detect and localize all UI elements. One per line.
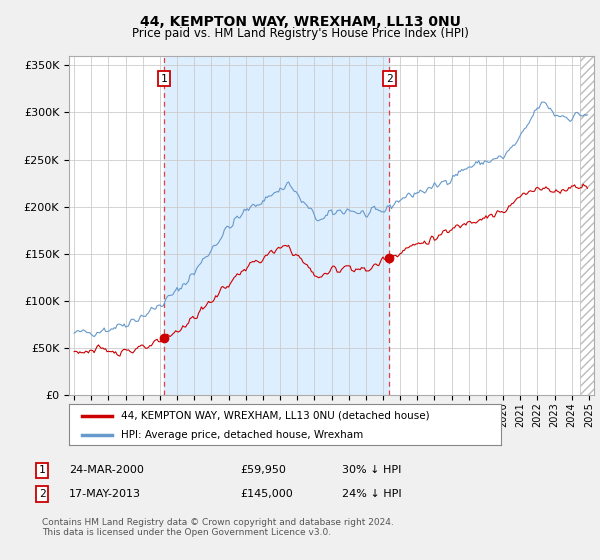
Text: HPI: Average price, detached house, Wrexham: HPI: Average price, detached house, Wrex… (121, 430, 363, 440)
Text: 24% ↓ HPI: 24% ↓ HPI (342, 489, 401, 499)
Text: Contains HM Land Registry data © Crown copyright and database right 2024.
This d: Contains HM Land Registry data © Crown c… (42, 518, 394, 538)
Bar (580, 56, 600, 395)
Bar (580, 56, 600, 395)
Text: 44, KEMPTON WAY, WREXHAM, LL13 0NU (detached house): 44, KEMPTON WAY, WREXHAM, LL13 0NU (deta… (121, 411, 430, 421)
Text: £145,000: £145,000 (240, 489, 293, 499)
Text: 1: 1 (38, 465, 46, 475)
Text: 2: 2 (38, 489, 46, 499)
Text: 17-MAY-2013: 17-MAY-2013 (69, 489, 141, 499)
Text: 24-MAR-2000: 24-MAR-2000 (69, 465, 144, 475)
Text: 44, KEMPTON WAY, WREXHAM, LL13 0NU: 44, KEMPTON WAY, WREXHAM, LL13 0NU (140, 15, 460, 29)
Text: £59,950: £59,950 (240, 465, 286, 475)
Text: 1: 1 (160, 73, 167, 83)
Text: Price paid vs. HM Land Registry's House Price Index (HPI): Price paid vs. HM Land Registry's House … (131, 27, 469, 40)
Text: 30% ↓ HPI: 30% ↓ HPI (342, 465, 401, 475)
Text: 2: 2 (386, 73, 393, 83)
Bar (164, 56, 389, 395)
